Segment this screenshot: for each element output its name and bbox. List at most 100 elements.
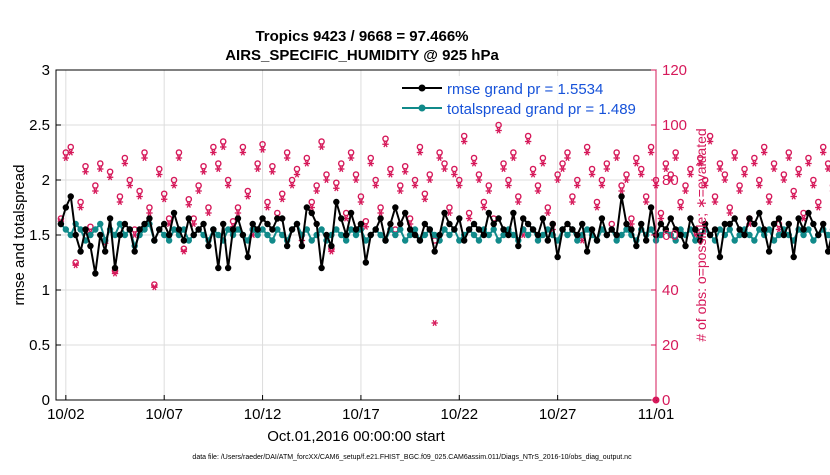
rmse-point xyxy=(505,232,511,238)
rmse-point xyxy=(486,210,492,216)
rmse-point xyxy=(545,237,551,243)
rmse-point xyxy=(613,232,619,238)
rmse-point xyxy=(87,243,93,249)
rmse-point xyxy=(604,232,610,238)
rmse-point xyxy=(525,221,531,227)
rmse-point xyxy=(363,259,369,265)
data-file-footnote: data file: /Users/raeder/DAI/ATM_forcXX/… xyxy=(192,454,632,461)
rmse-point xyxy=(299,243,305,249)
rmse-point xyxy=(776,215,782,221)
spread-point xyxy=(476,237,482,243)
y-right-tick-label: 80 xyxy=(662,172,679,189)
rmse-point xyxy=(392,204,398,210)
spread-point xyxy=(800,232,806,238)
rmse-point xyxy=(471,221,477,227)
rmse-point xyxy=(358,221,364,227)
rmse-point xyxy=(107,215,113,221)
y-axis-right-label: # of obs: o=possible; ∗=evaluated xyxy=(693,128,709,341)
legend-spread-label: totalspread grand pr = 1.489 xyxy=(447,101,636,118)
rmse-point xyxy=(800,226,806,232)
spread-point xyxy=(353,232,359,238)
spread-point xyxy=(751,237,757,243)
rmse-point xyxy=(412,232,418,238)
x-tick-label: 10/27 xyxy=(539,406,577,423)
rmse-point xyxy=(250,221,256,227)
rmse-point xyxy=(535,232,541,238)
x-axis-label: Oct.01,2016 00:00:00 start xyxy=(267,428,445,445)
y-axis-left-label: rmse and totalspread xyxy=(11,165,28,306)
rmse-point xyxy=(318,265,324,271)
rmse-point xyxy=(195,226,201,232)
rmse-point xyxy=(372,226,378,232)
rmse-point xyxy=(245,254,251,260)
rmse-point xyxy=(68,193,74,199)
rmse-point xyxy=(58,221,64,227)
rmse-point xyxy=(186,215,192,221)
y-left-tick-label: 1.5 xyxy=(29,227,50,244)
rmse-point xyxy=(638,221,644,227)
rmse-point xyxy=(446,221,452,227)
y-left-tick-label: 2.5 xyxy=(29,117,50,134)
rmse-point xyxy=(230,226,236,232)
rmse-point xyxy=(141,221,147,227)
rmse-point xyxy=(304,204,310,210)
y-left-tick-label: 3 xyxy=(42,62,50,79)
rmse-point xyxy=(77,248,83,254)
rmse-point xyxy=(584,248,590,254)
rmse-point xyxy=(717,254,723,260)
rmse-point xyxy=(623,221,629,227)
rmse-point xyxy=(500,226,506,232)
rmse-point xyxy=(756,210,762,216)
rmse-point xyxy=(264,221,270,227)
rmse-point xyxy=(382,237,388,243)
rmse-point xyxy=(205,243,211,249)
rmse-point xyxy=(491,221,497,227)
spread-point xyxy=(491,226,497,232)
spread-point xyxy=(92,226,98,232)
rmse-point xyxy=(481,232,487,238)
spread-point xyxy=(471,232,477,238)
rmse-point xyxy=(117,232,123,238)
rmse-point xyxy=(210,226,216,232)
x-tick-label: 10/22 xyxy=(441,406,479,423)
legend-rmse-label: rmse grand pr = 1.5534 xyxy=(447,81,603,98)
rmse-point xyxy=(397,221,403,227)
y-right-tick-label: 20 xyxy=(662,337,679,354)
rmse-point xyxy=(309,210,315,216)
rmse-point xyxy=(289,226,295,232)
legend-spread-marker xyxy=(419,105,426,112)
rmse-point xyxy=(618,193,624,199)
rmse-point xyxy=(441,210,447,216)
x-tick-label: 10/17 xyxy=(342,406,380,423)
rmse-point xyxy=(559,226,565,232)
rmse-point xyxy=(751,221,757,227)
rmse-point xyxy=(97,232,103,238)
rmse-point xyxy=(668,215,674,221)
rmse-point xyxy=(791,254,797,260)
rmse-point xyxy=(510,210,516,216)
rmse-point xyxy=(284,243,290,249)
rmse-point xyxy=(609,226,615,232)
y-right-tick-label: 40 xyxy=(662,282,679,299)
y-left-tick-label: 1 xyxy=(42,282,50,299)
rmse-point xyxy=(599,215,605,221)
spread-point xyxy=(446,232,452,238)
rmse-point xyxy=(146,215,152,221)
rmse-point xyxy=(741,232,747,238)
spread-point xyxy=(254,232,260,238)
spread-point xyxy=(574,237,580,243)
rmse-point xyxy=(495,215,501,221)
rmse-point xyxy=(181,237,187,243)
rmse-point xyxy=(805,210,811,216)
rmse-point xyxy=(727,221,733,227)
rmse-point xyxy=(648,204,654,210)
rmse-point xyxy=(112,265,118,271)
rmse-point xyxy=(279,215,285,221)
rmse-point xyxy=(746,215,752,221)
rmse-point xyxy=(136,226,142,232)
rmse-point xyxy=(476,226,482,232)
rmse-point xyxy=(220,221,226,227)
x-tick-label: 10/07 xyxy=(145,406,183,423)
rmse-point xyxy=(574,232,580,238)
rmse-point xyxy=(564,221,570,227)
